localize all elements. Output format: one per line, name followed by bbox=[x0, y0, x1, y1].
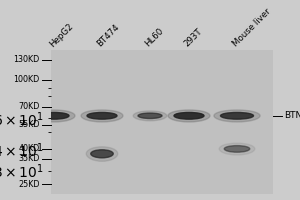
Ellipse shape bbox=[39, 112, 69, 119]
Text: 293T: 293T bbox=[183, 27, 204, 49]
Ellipse shape bbox=[91, 150, 113, 158]
Text: 40KD: 40KD bbox=[19, 144, 40, 153]
Text: BT474: BT474 bbox=[96, 23, 122, 49]
Text: 70KD: 70KD bbox=[19, 102, 40, 111]
Ellipse shape bbox=[220, 112, 254, 119]
Ellipse shape bbox=[168, 110, 210, 122]
Text: HL60: HL60 bbox=[144, 26, 166, 49]
Text: Mouse liver: Mouse liver bbox=[231, 7, 272, 49]
Ellipse shape bbox=[219, 143, 255, 155]
Ellipse shape bbox=[138, 113, 162, 119]
Ellipse shape bbox=[133, 111, 167, 121]
Ellipse shape bbox=[174, 112, 204, 119]
Ellipse shape bbox=[81, 110, 123, 122]
Ellipse shape bbox=[86, 147, 118, 161]
Ellipse shape bbox=[224, 146, 250, 152]
Ellipse shape bbox=[214, 110, 260, 122]
Text: 55KD: 55KD bbox=[18, 120, 40, 129]
Text: 25KD: 25KD bbox=[18, 180, 40, 189]
Text: 35KD: 35KD bbox=[19, 154, 40, 163]
Text: 130KD: 130KD bbox=[14, 55, 40, 64]
Text: 100KD: 100KD bbox=[14, 75, 40, 84]
Text: HepG2: HepG2 bbox=[48, 21, 75, 49]
Ellipse shape bbox=[87, 112, 117, 119]
Text: BTNL2: BTNL2 bbox=[284, 111, 300, 120]
Ellipse shape bbox=[33, 110, 75, 122]
